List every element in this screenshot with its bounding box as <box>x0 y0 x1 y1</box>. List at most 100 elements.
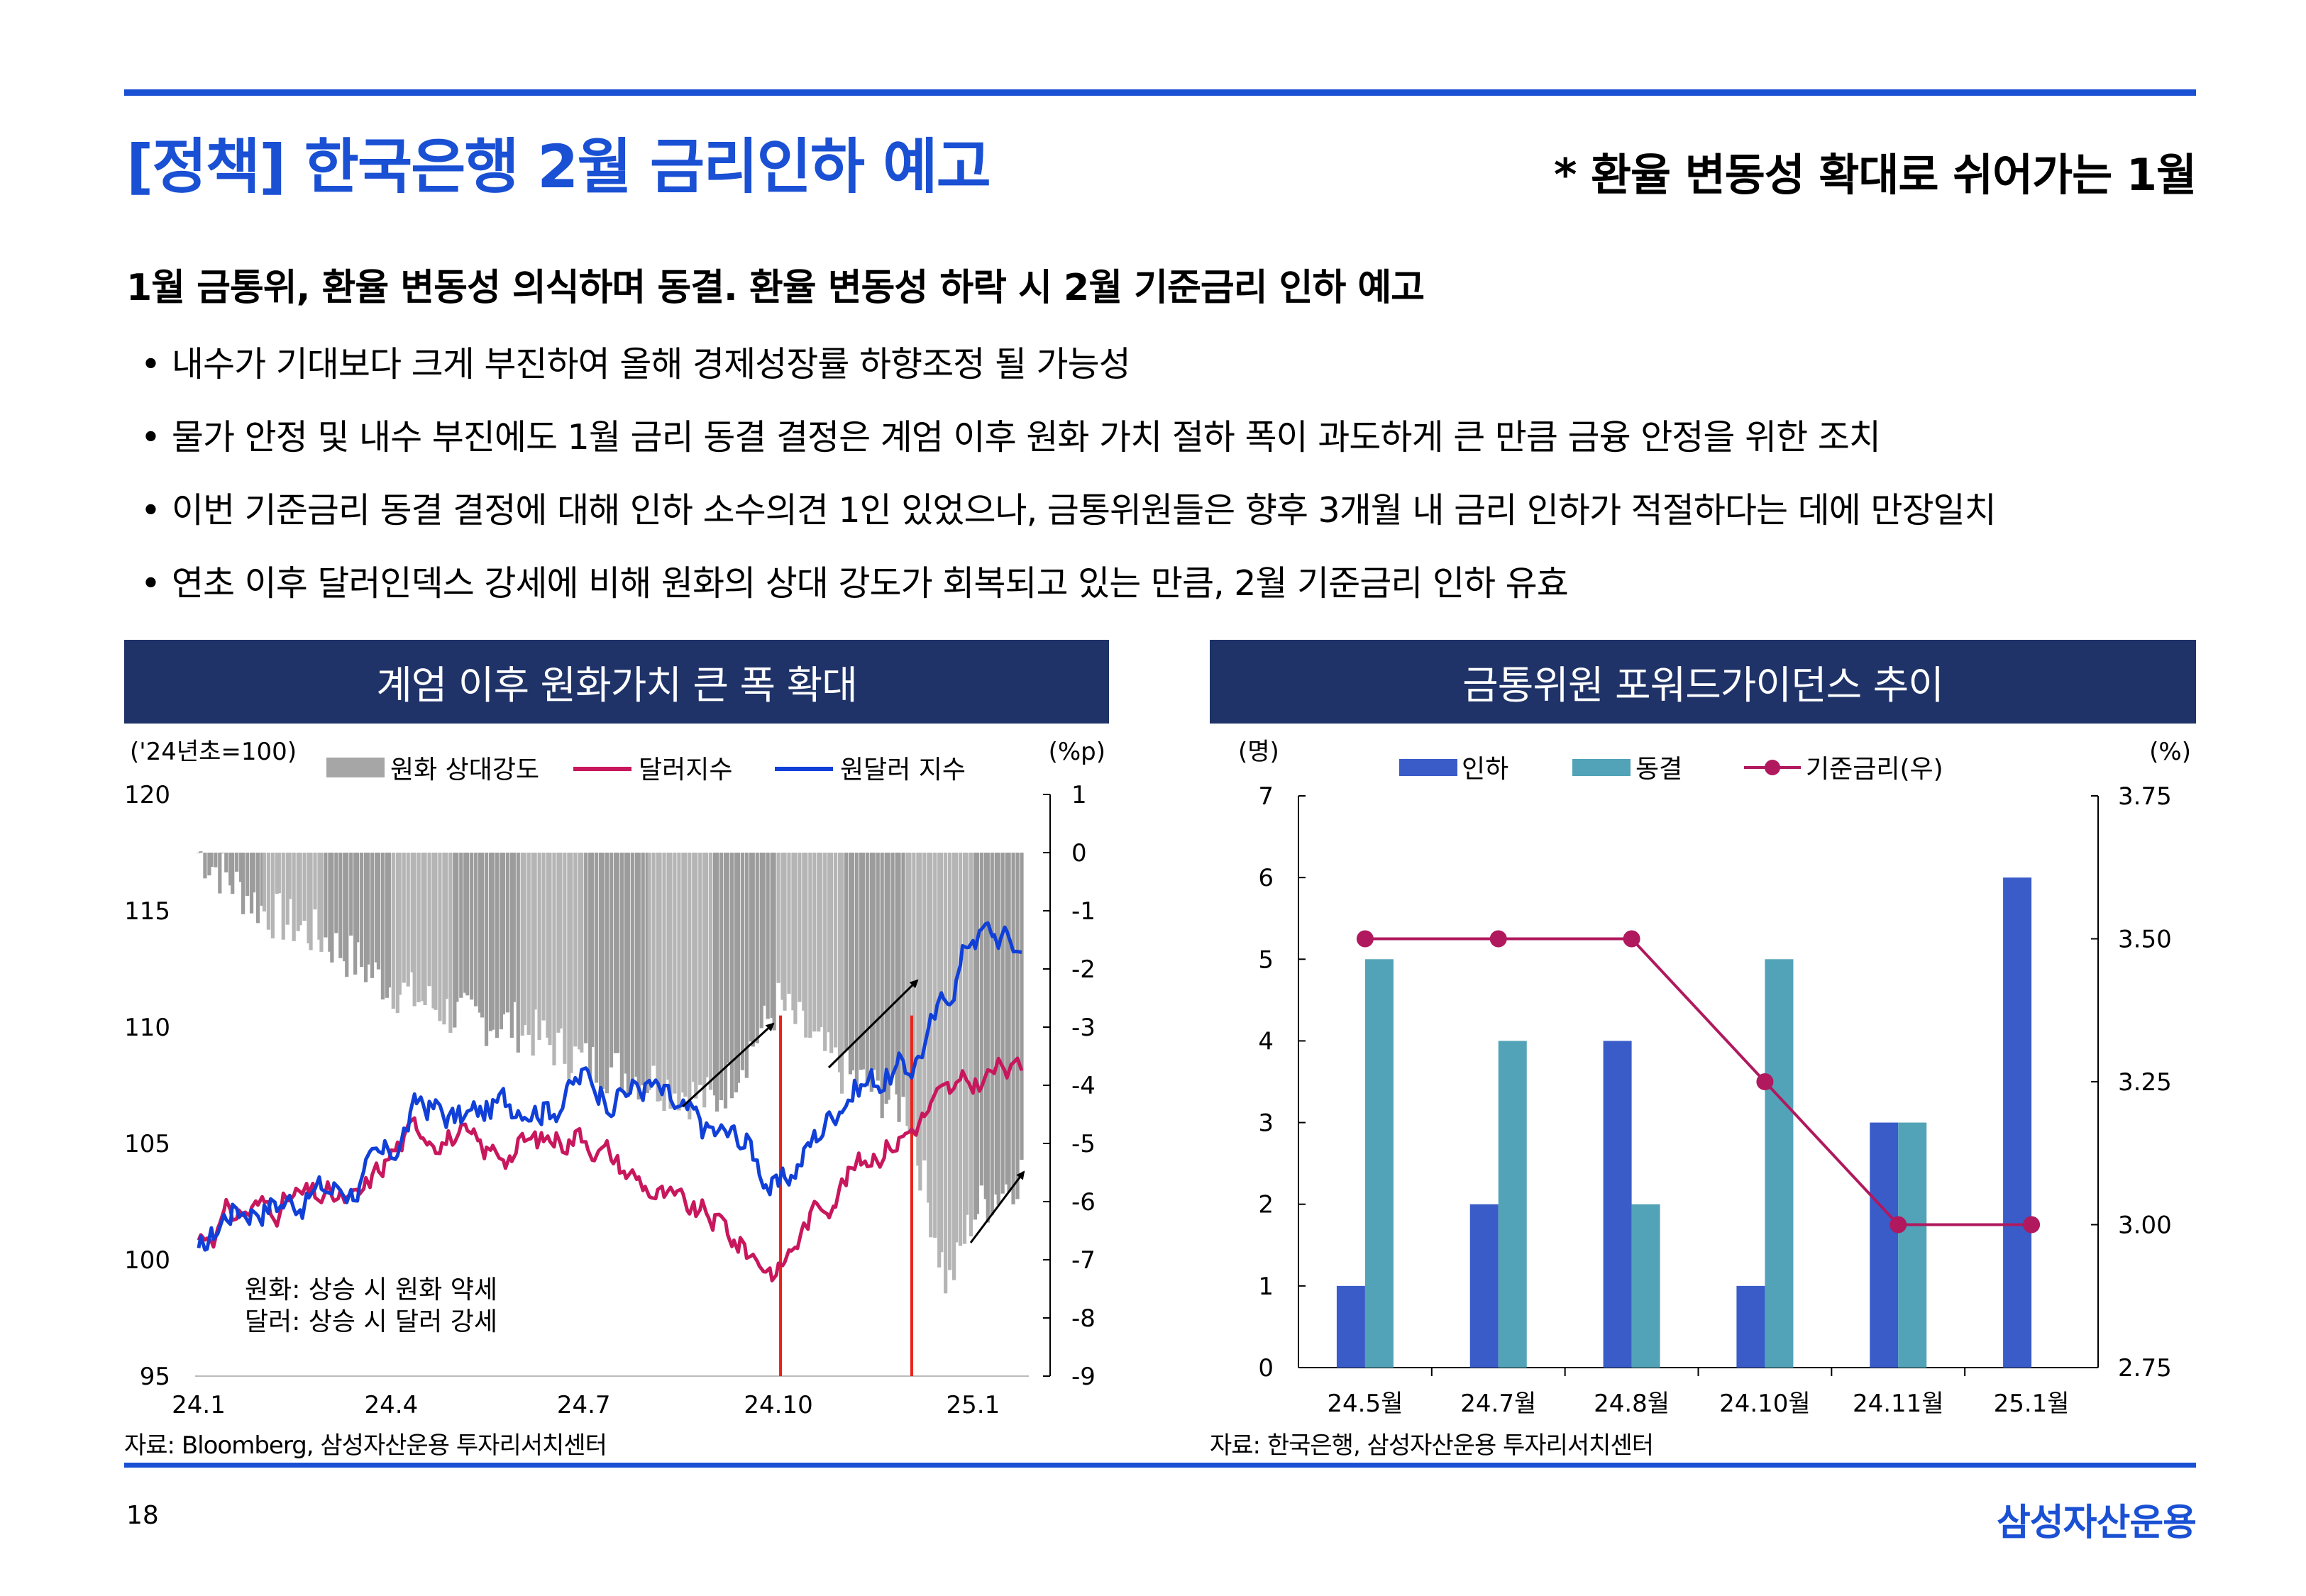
relative-strength-bar <box>516 853 520 1053</box>
relative-strength-bar <box>850 853 855 1070</box>
relative-strength-bar <box>277 853 281 894</box>
relative-strength-bar <box>651 853 656 1066</box>
cut-bar <box>1870 1122 1899 1368</box>
x-tick-label: 24.10 <box>744 1391 812 1419</box>
x-tick-label: 24.8월 <box>1594 1390 1670 1418</box>
rate-point <box>1890 1216 1907 1234</box>
relative-strength-bar <box>334 853 338 933</box>
relative-strength-bar <box>729 853 734 1099</box>
x-tick-label: 24.5월 <box>1327 1390 1403 1418</box>
relative-strength-bar <box>505 853 509 1013</box>
relative-strength-bar <box>434 853 438 1010</box>
relative-strength-bar <box>630 853 634 1087</box>
y-tick-label: 2 <box>1258 1191 1274 1219</box>
relative-strength-bar <box>609 853 614 1068</box>
relative-strength-bar <box>463 853 468 993</box>
relative-strength-bar <box>973 853 977 1220</box>
relative-strength-bar <box>499 853 504 1030</box>
relative-strength-bar <box>598 853 603 1091</box>
relative-strength-bar <box>884 853 888 1104</box>
relative-strength-bar <box>595 853 599 1083</box>
relative-strength-bar <box>266 853 271 930</box>
page-title: [정책] 한국은행 2월 금리인하 예고 <box>126 132 991 201</box>
legend-swatch-hold <box>1572 759 1631 776</box>
right-panel-title: 금통위원 포워드가이던스 추이 <box>1210 640 2196 724</box>
relative-strength-bar <box>307 853 311 943</box>
relative-strength-bar <box>837 853 842 1073</box>
bullet-item: 연초 이후 달러인덱스 강세에 비해 원화의 상대 강도가 회복되고 있는 만큼… <box>140 547 1996 620</box>
relative-strength-bar <box>330 853 334 963</box>
relative-strength-bar <box>766 853 770 1019</box>
cut-bar <box>1336 1285 1365 1368</box>
relative-strength-bar <box>567 853 571 1079</box>
relative-strength-bar <box>969 853 973 1237</box>
note-krw: 원화: 상승 시 원화 약세 <box>245 1275 497 1304</box>
relative-strength-bar <box>298 853 302 926</box>
relative-strength-bar <box>833 853 838 1048</box>
relative-strength-bar <box>490 853 495 1030</box>
relative-strength-bar <box>802 853 806 1011</box>
y-tick-label: -2 <box>1071 955 1096 984</box>
legend-label-relative-strength: 원화 상대강도 <box>390 755 539 785</box>
relative-strength-bar <box>658 853 662 1101</box>
relative-strength-bar <box>759 853 763 1029</box>
trend-arrow <box>969 1170 1025 1243</box>
y-tick-label: 105 <box>124 1130 170 1158</box>
relative-strength-bar <box>702 853 707 1108</box>
relative-strength-bar <box>338 853 343 958</box>
relative-strength-bar <box>912 853 916 1136</box>
relative-strength-bar <box>854 853 859 1087</box>
relative-strength-bar <box>522 853 526 1025</box>
relative-strength-bar <box>1005 853 1009 1185</box>
relative-strength-bar <box>235 853 239 872</box>
legend-label-usdkrw: 원달러 지수 <box>840 755 966 785</box>
relative-strength-bar <box>209 853 214 868</box>
right-y-axis: 3.75 3.50 3.25 3.00 2.75 <box>2091 782 2172 1382</box>
relative-strength-bar <box>688 853 692 1120</box>
left-y-unit: ('24년초=100) <box>130 738 297 766</box>
relative-strength-bar <box>416 853 421 1002</box>
relative-strength-bar <box>442 853 446 1025</box>
relative-strength-bar <box>677 853 681 1111</box>
bottom-rule <box>124 1463 2196 1468</box>
relative-strength-bar <box>698 853 702 1085</box>
y-tick-label: 1 <box>1258 1273 1274 1301</box>
relative-strength-bar <box>412 853 416 1007</box>
relative-strength-bar <box>270 853 275 938</box>
relative-strength-bar <box>600 853 605 1090</box>
relative-strength-bar <box>645 853 649 1093</box>
relative-strength-bar <box>844 853 849 1051</box>
relative-strength-bar <box>478 853 482 1013</box>
y-tick-label: -5 <box>1071 1130 1096 1158</box>
relative-strength-bar <box>355 853 360 943</box>
x-tick-label: 24.10월 <box>1719 1390 1811 1418</box>
relative-strength-bar <box>975 853 979 1214</box>
top-rule <box>124 89 2196 96</box>
relative-strength-bar <box>776 853 780 983</box>
relative-strength-bar <box>395 853 399 1014</box>
relative-strength-bar <box>715 853 719 1112</box>
relative-strength-bar <box>605 853 609 1094</box>
relative-strength-bar <box>692 853 696 1082</box>
relative-strength-bar <box>994 853 998 1195</box>
relative-strength-bar <box>218 853 222 894</box>
relative-strength-bar <box>713 853 717 1096</box>
relative-strength-bar <box>1011 853 1015 1204</box>
relative-strength-bar <box>839 853 844 1094</box>
relative-strength-bar <box>823 853 827 1051</box>
dollar-index-line <box>197 1056 1024 1282</box>
left-y-unit: (명) <box>1238 738 1279 766</box>
relative-strength-bar <box>848 853 853 1075</box>
y-tick-label: 100 <box>124 1246 170 1275</box>
relative-strength-bar <box>793 853 798 1024</box>
company-logo: 삼성자산운용 <box>1996 1502 2197 1544</box>
relative-strength-bar <box>285 853 289 925</box>
y-tick-label: 0 <box>1071 839 1087 868</box>
relative-strength-bar <box>859 853 863 1070</box>
relative-strength-bar <box>262 853 267 911</box>
relative-strength-bar <box>480 853 485 1018</box>
y-tick-label: -9 <box>1071 1363 1096 1391</box>
relative-strength-bar <box>709 853 713 1090</box>
relative-strength-bar <box>370 853 375 978</box>
relative-strength-bar <box>533 853 537 1010</box>
